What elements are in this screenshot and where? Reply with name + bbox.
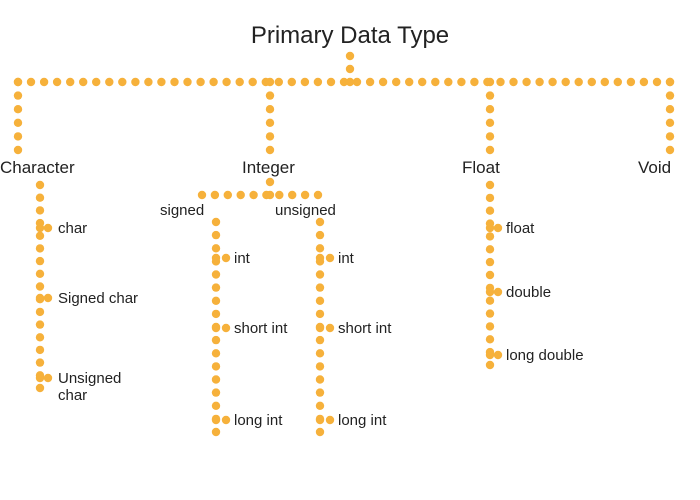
node-void: Void: [638, 158, 671, 178]
node-int2: int: [338, 250, 354, 267]
node-double: double: [506, 284, 551, 301]
node-unsigned: unsigned: [275, 202, 336, 219]
node-long_int2: long int: [338, 412, 386, 429]
node-signed: signed: [160, 202, 204, 219]
node-character: Character: [0, 158, 75, 178]
node-unsigned_char: Unsigned char: [58, 370, 121, 404]
node-integer: Integer: [242, 158, 295, 178]
node-short_int2: short int: [338, 320, 391, 337]
node-float: Float: [462, 158, 500, 178]
node-char: char: [58, 220, 87, 237]
node-short_int1: short int: [234, 320, 287, 337]
node-long_int1: long int: [234, 412, 282, 429]
node-long_double: long double: [506, 347, 584, 364]
node-signed_char: Signed char: [58, 290, 138, 307]
node-int1: int: [234, 250, 250, 267]
node-floatv: float: [506, 220, 534, 237]
